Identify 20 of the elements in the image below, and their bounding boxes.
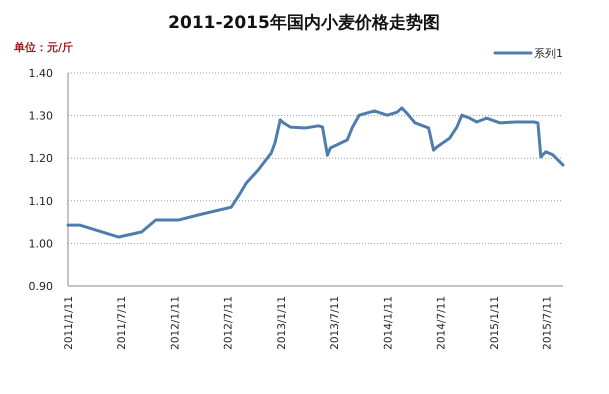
x-tick-label: 2013/7/11 xyxy=(328,296,341,350)
y-tick-label: 0.90 xyxy=(28,280,53,293)
y-tick-label: 1.30 xyxy=(28,110,53,123)
x-tick-label: 2011/7/11 xyxy=(116,296,128,350)
x-tick-label: 2014/7/11 xyxy=(435,296,448,350)
x-tick-label: 2014/1/11 xyxy=(382,296,395,350)
x-tick-label: 2011/1/11 xyxy=(63,296,75,350)
y-tick-label: 1.40 xyxy=(28,67,53,80)
x-tick-label: 2015/7/11 xyxy=(542,296,554,350)
legend-label: 系列1 xyxy=(534,47,563,60)
x-tick-label: 2012/1/11 xyxy=(169,296,182,350)
y-tick-label: 1.00 xyxy=(28,237,53,250)
x-tick-label: 2013/1/11 xyxy=(276,296,288,350)
y-tick-label: 1.10 xyxy=(28,194,53,208)
y-tick-label: 1.20 xyxy=(28,152,53,166)
line-series xyxy=(66,106,564,239)
x-tick-label: 2015/1/11 xyxy=(488,296,501,350)
x-tick-label: 2012/7/11 xyxy=(222,296,234,350)
y-axis-title: 单位：元/斤 xyxy=(13,41,74,54)
chart-title: 2011-2015年国内小麦价格走势图 xyxy=(168,13,440,33)
